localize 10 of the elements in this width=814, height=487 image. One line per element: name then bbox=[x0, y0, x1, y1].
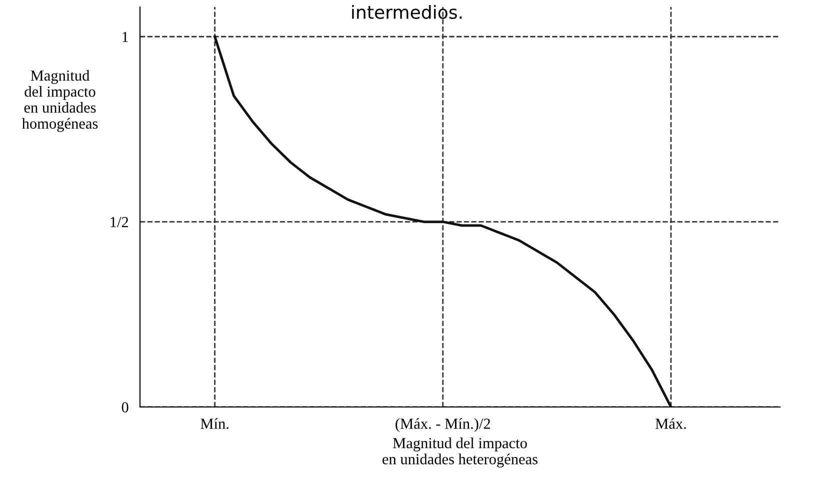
x-axis-title: Magnitud del impacto en unidades heterogéneas bbox=[382, 438, 538, 468]
chart-title: intermedios. bbox=[352, 5, 462, 19]
y-tick-label: 1 bbox=[122, 32, 128, 42]
y-axis-title: Magnitud del impacto en unidades homogéneas bbox=[22, 70, 98, 132]
x-tick-label: Mín. bbox=[200, 418, 228, 429]
line-series bbox=[214, 35, 672, 407]
y-tick-label: 0 bbox=[122, 402, 128, 412]
y-tick-label: 1/2 bbox=[110, 217, 128, 228]
x-tick-label: Máx. bbox=[656, 418, 686, 429]
x-tick-label: (Máx. - Mín.)/2 bbox=[396, 418, 490, 432]
